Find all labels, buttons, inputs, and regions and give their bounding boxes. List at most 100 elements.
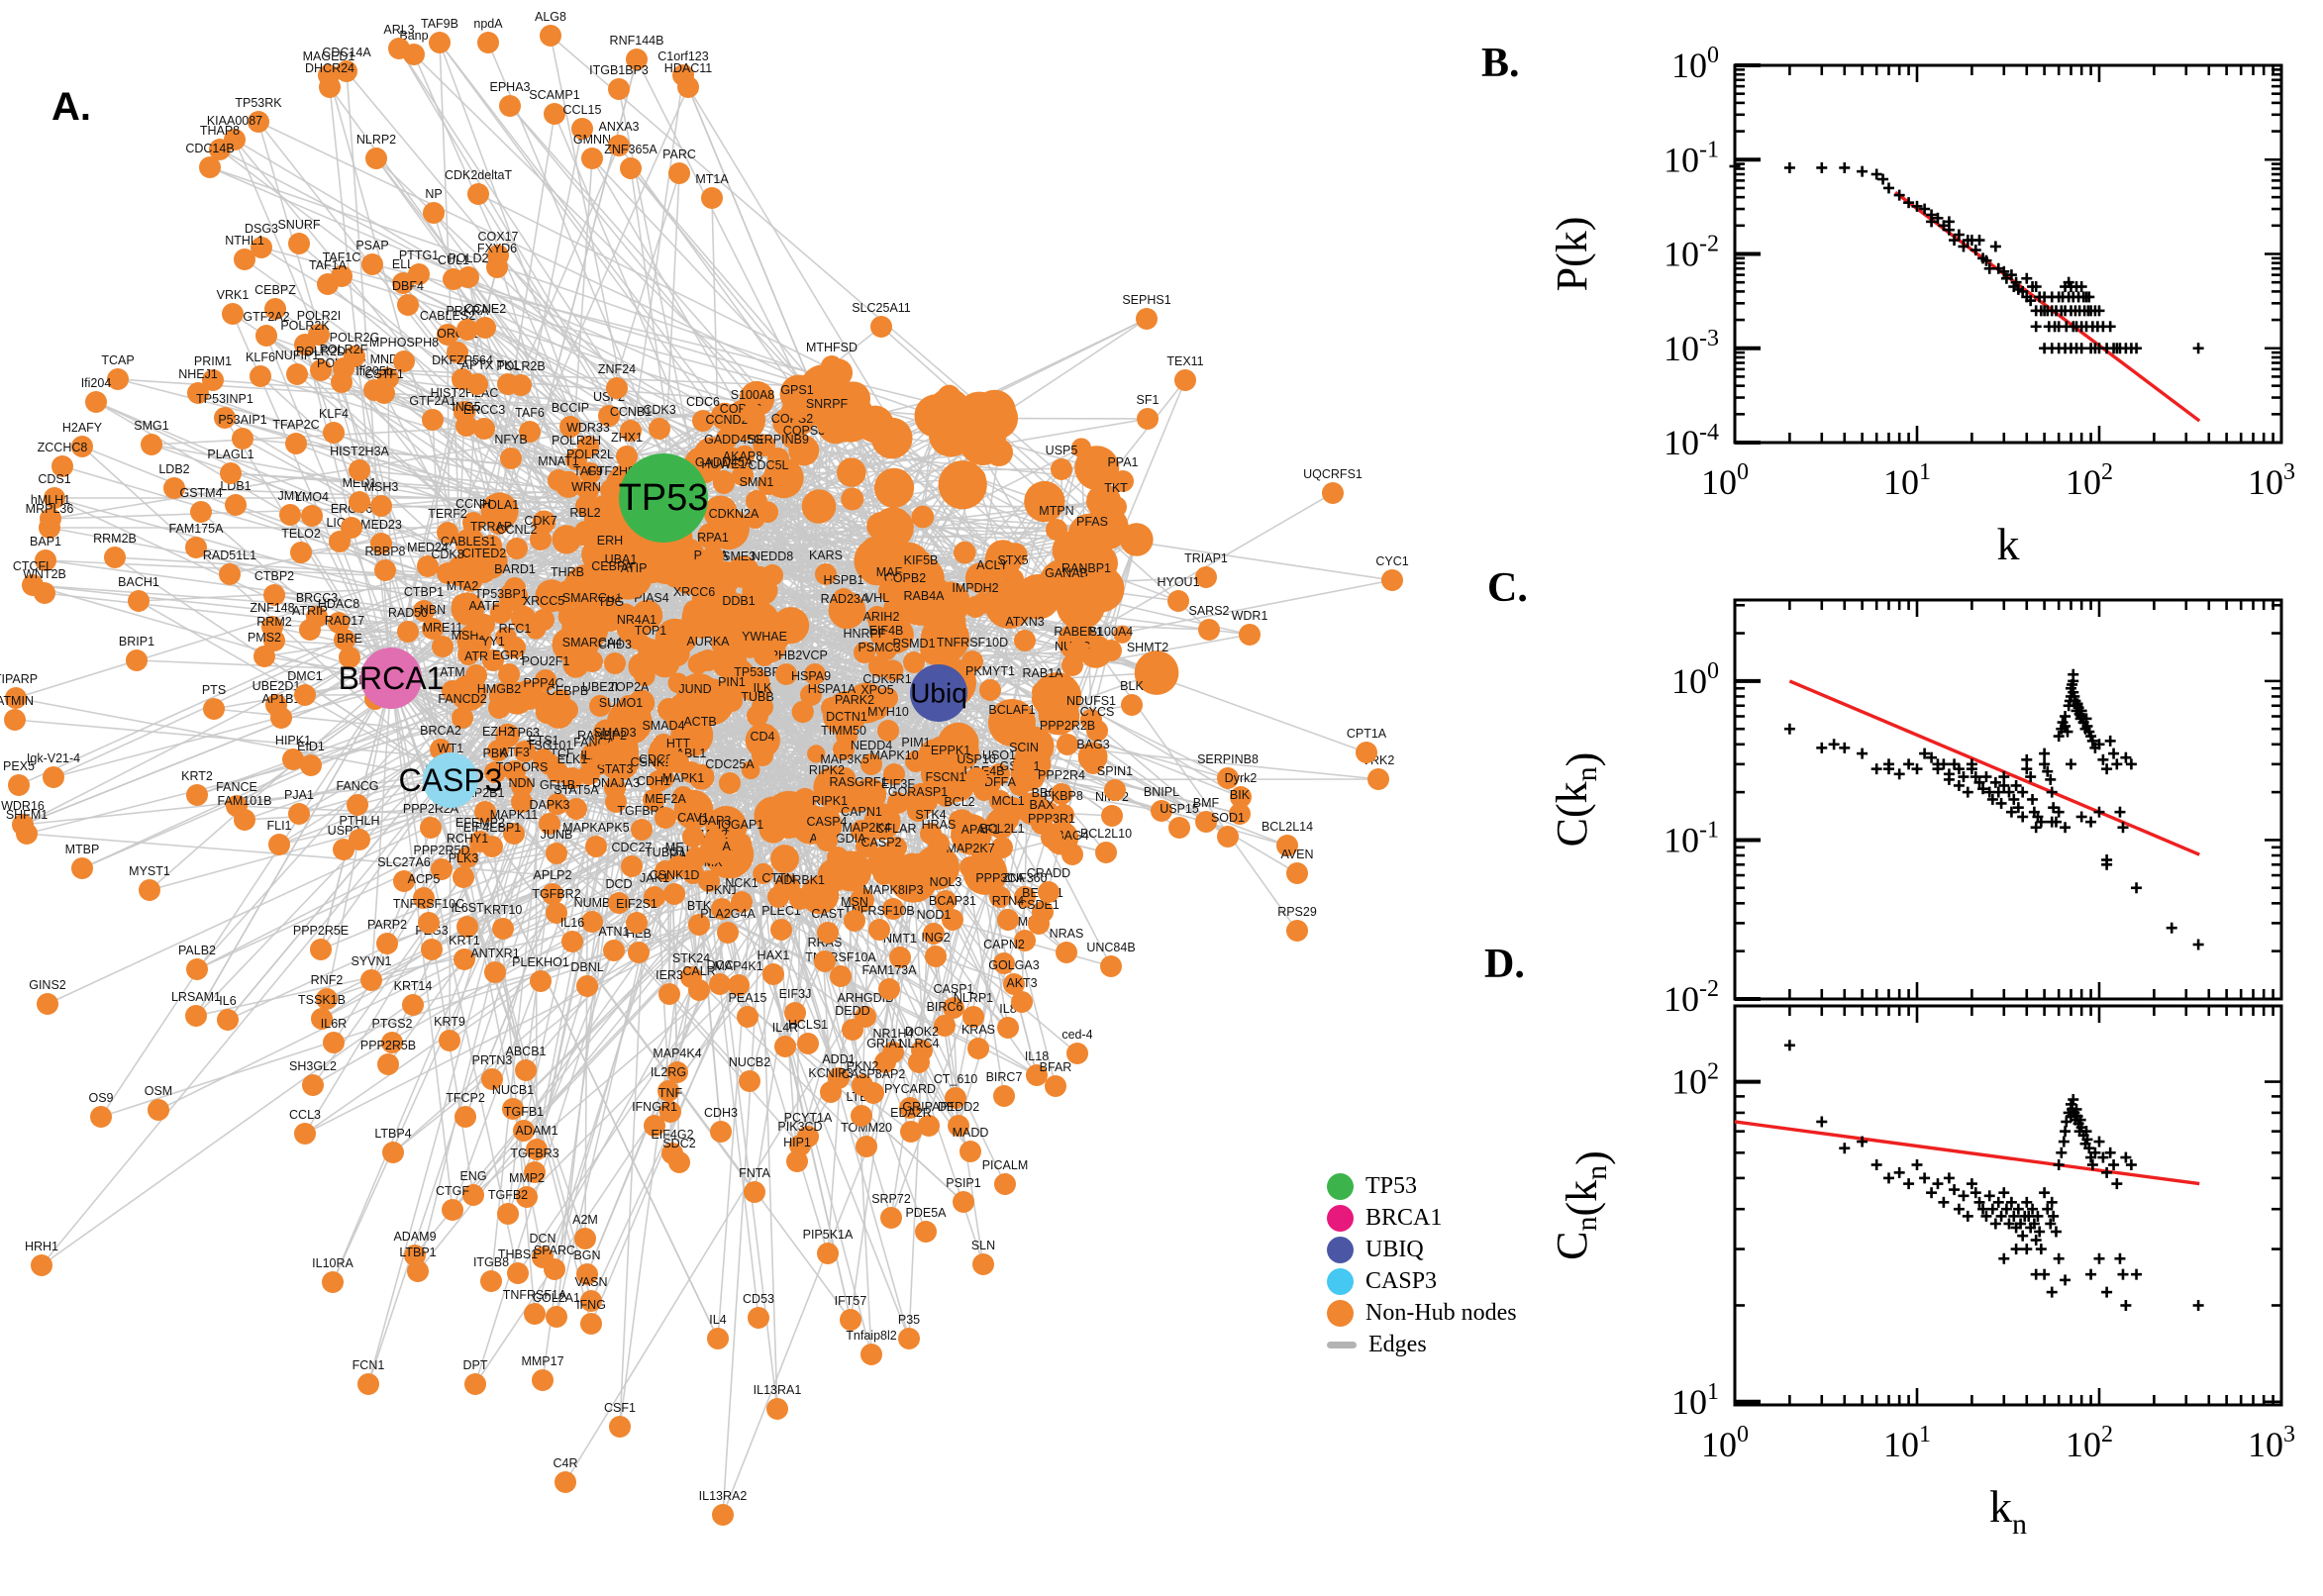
network-node-label: MAGED1 xyxy=(303,50,355,63)
network-node-label: TOPORS xyxy=(496,760,549,774)
network-node-label: UNC84B xyxy=(1086,941,1135,954)
network-node-label: USP15 xyxy=(1160,802,1199,816)
network-node-label: IL6 xyxy=(219,994,236,1008)
network-node xyxy=(514,741,536,762)
network-node-label: DCTN1 xyxy=(826,710,867,724)
network-node-label: MAF xyxy=(876,565,903,579)
network-node xyxy=(263,584,285,606)
network-node-label: ETS1 xyxy=(528,734,558,748)
network-node xyxy=(370,495,392,517)
network-node-label: PKMYT1 xyxy=(965,664,1015,678)
network-node-label: ENG xyxy=(459,1169,486,1183)
network-node xyxy=(506,538,528,559)
network-node-label: NOD1 xyxy=(917,908,952,922)
network-node xyxy=(732,464,754,486)
network-node-label: SDC2 xyxy=(662,1137,695,1150)
network-node xyxy=(234,809,255,831)
network-node-label: IMPDH2 xyxy=(952,581,998,595)
network-node-label: APTX xyxy=(461,358,494,372)
network-node xyxy=(37,993,58,1015)
network-node xyxy=(753,434,776,457)
network-node xyxy=(1002,568,1024,590)
network-node xyxy=(453,866,474,888)
network-node xyxy=(969,838,991,859)
network-node xyxy=(381,1032,403,1053)
network-node xyxy=(454,528,485,558)
network-node xyxy=(993,1085,1015,1107)
network-node-label: AVEN xyxy=(1280,848,1313,861)
network-node xyxy=(1011,991,1033,1013)
network-node xyxy=(1105,496,1127,518)
network-node xyxy=(490,602,512,624)
network-node xyxy=(577,479,599,501)
network-node xyxy=(473,561,495,583)
network-node-label: HIPK1 xyxy=(275,734,311,748)
network-node xyxy=(34,582,55,604)
network-node-label: POLR2I xyxy=(297,309,341,323)
network-node xyxy=(754,645,775,666)
network-node-label: ABCB1 xyxy=(506,1045,547,1058)
network-node xyxy=(1198,619,1220,641)
network-node xyxy=(793,439,815,460)
network-node xyxy=(1051,783,1072,805)
fit-line xyxy=(1788,679,2200,856)
network-node-label: CDC25A xyxy=(705,757,755,771)
network-node-label: FAM173A xyxy=(862,963,918,977)
network-node xyxy=(347,794,368,816)
network-node xyxy=(770,845,799,874)
network-node-label: CPT1A xyxy=(1347,727,1387,741)
nonhub-node-icon xyxy=(1327,1299,1354,1327)
network-node xyxy=(282,748,304,770)
legend-item-casp3: CASP3 xyxy=(1327,1265,1517,1297)
network-node-label: LRSAM1 xyxy=(171,990,221,1004)
network-node-label: PPP2R4 xyxy=(1038,768,1085,782)
network-node xyxy=(1038,881,1060,903)
network-node xyxy=(742,403,763,425)
network-node xyxy=(724,854,746,876)
network-node xyxy=(907,800,929,822)
network-node-label: TP53RK xyxy=(235,96,282,110)
network-node-label: DPT xyxy=(463,1358,488,1372)
network-node-label: PSME3 xyxy=(714,549,756,563)
network-node xyxy=(744,1181,765,1203)
network-node-label: PPP2R5E xyxy=(293,924,349,938)
network-node-label: CHD3 xyxy=(598,638,632,651)
network-node-label: CAPN1 xyxy=(841,805,882,819)
network-node xyxy=(1026,1064,1048,1086)
network-node xyxy=(511,775,533,797)
network-node-label: BCAP31 xyxy=(929,894,976,908)
network-node-label: HSPA1A xyxy=(808,682,857,696)
network-edge xyxy=(195,677,392,1017)
x-tick-label: 103 xyxy=(2248,459,2295,502)
network-node xyxy=(620,157,642,179)
network-node xyxy=(801,489,837,524)
network-node xyxy=(559,416,581,438)
network-node-label: MTHFSD xyxy=(806,341,858,354)
network-node-label: NBN xyxy=(420,603,446,617)
network-node xyxy=(965,767,987,789)
chart-panel-C: 100 10-1 10-2 C(kn) xyxy=(1548,598,2283,1019)
network-node-label: PCYT1A xyxy=(784,1111,833,1125)
network-node-label: JAK1 xyxy=(640,871,669,885)
network-node-label: NOL3 xyxy=(930,875,962,889)
network-node-label: PJA1 xyxy=(284,788,314,802)
network-node-label: BFAR xyxy=(1040,1060,1072,1074)
network-node xyxy=(960,856,981,878)
network-node-label: MAP4K4 xyxy=(653,1047,701,1060)
network-node-label: PLEC1 xyxy=(761,904,801,918)
network-node-label: Ifi204 xyxy=(81,376,112,390)
network-node-label: USP10 xyxy=(957,752,996,766)
network-node xyxy=(717,922,739,944)
network-node-label: NR4A1 xyxy=(617,613,656,627)
network-node-label: SPIN1 xyxy=(1097,764,1133,778)
network-node-label: GINS2 xyxy=(29,978,66,992)
legend: TP53 BRCA1 UBIQ CASP3 Non-Hub nodes Edge… xyxy=(1327,1170,1517,1360)
network-node xyxy=(510,605,536,631)
network-node xyxy=(420,817,442,839)
network-node xyxy=(1032,681,1054,703)
network-node xyxy=(1045,1075,1066,1097)
network-node xyxy=(498,663,520,685)
legend-item-label: BRCA1 xyxy=(1365,1204,1443,1231)
network-node-label: MYST1 xyxy=(129,864,170,878)
network-node xyxy=(643,789,664,811)
